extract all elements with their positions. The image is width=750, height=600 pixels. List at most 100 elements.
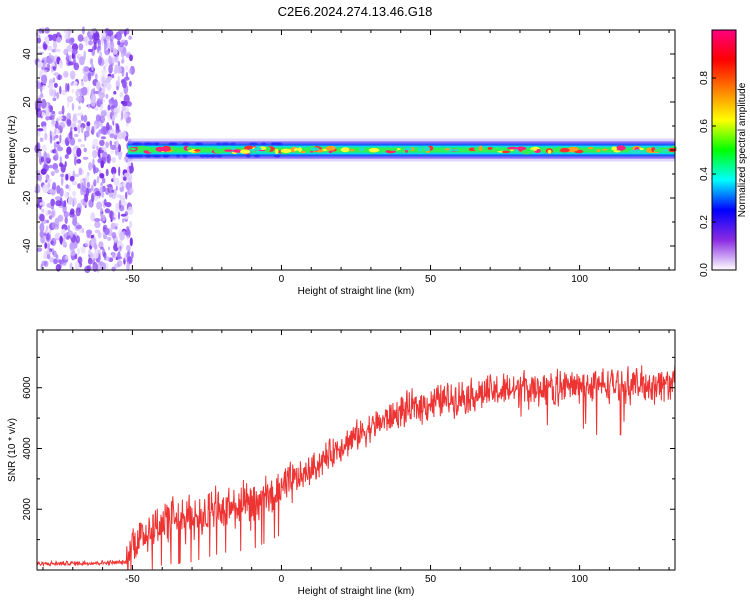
noise-speck	[83, 147, 87, 153]
signal-edge	[176, 154, 181, 158]
noise-speck	[99, 139, 105, 147]
noise-speck	[127, 206, 134, 216]
noise-speck	[106, 82, 112, 91]
noise-speck	[76, 158, 82, 164]
noise-speck	[39, 213, 45, 222]
noise-speck	[121, 50, 124, 58]
noise-speck	[53, 258, 58, 265]
signal-edge	[199, 154, 206, 158]
noise-speck	[128, 35, 132, 40]
noise-speck	[89, 58, 94, 65]
noise-speck	[117, 251, 121, 260]
noise-speck	[101, 177, 106, 184]
noise-speck	[53, 136, 56, 141]
noise-speck	[115, 80, 121, 89]
y-tick-label: 2000	[22, 498, 33, 521]
noise-speck	[66, 52, 69, 59]
noise-speck	[87, 72, 92, 82]
signal-blob	[444, 148, 450, 151]
y-tick-label: -20	[22, 190, 33, 205]
signal-edge	[271, 142, 276, 146]
noise-speck	[129, 237, 133, 247]
noise-speck	[125, 182, 131, 191]
noise-speck	[128, 256, 132, 263]
noise-speck	[128, 68, 133, 74]
noise-speck	[121, 66, 125, 77]
signal-blob	[368, 148, 380, 153]
noise-speck	[94, 106, 99, 111]
noise-speck	[71, 49, 78, 55]
noise-speck	[105, 94, 109, 99]
noise-speck	[38, 173, 42, 182]
spectrogram-y-label: Frequency (Hz)	[7, 116, 18, 185]
noise-speck	[76, 95, 83, 103]
noise-speck	[99, 115, 106, 124]
noise-speck	[82, 156, 89, 160]
noise-speck	[108, 64, 113, 74]
noise-speck	[51, 49, 57, 53]
spectrogram-noise-region	[34, 26, 135, 274]
noise-speck	[65, 184, 69, 190]
signal-blob	[478, 145, 483, 151]
noise-speck	[90, 212, 96, 222]
noise-speck	[111, 266, 116, 272]
y-tick-label: 20	[22, 96, 33, 108]
noise-speck	[45, 210, 49, 217]
noise-speck	[56, 144, 61, 149]
spectrogram-x-label: Height of straight line (km)	[298, 286, 415, 297]
noise-speck	[104, 227, 110, 236]
noise-speck	[102, 151, 106, 158]
noise-speck	[106, 256, 110, 262]
noise-speck	[125, 28, 130, 35]
signal-blob	[387, 147, 398, 151]
noise-speck	[79, 56, 85, 66]
noise-speck	[44, 242, 48, 249]
noise-speck	[69, 262, 73, 270]
noise-speck	[38, 97, 42, 102]
noise-speck	[83, 66, 89, 72]
noise-speck	[39, 202, 42, 206]
noise-speck	[85, 174, 90, 183]
noise-speck	[42, 144, 47, 152]
noise-speck	[81, 126, 84, 134]
snr-plot-area	[37, 330, 675, 570]
signal-blob	[653, 149, 663, 152]
noise-speck	[84, 239, 91, 247]
noise-speck	[91, 125, 95, 136]
noise-speck	[83, 50, 86, 61]
noise-speck	[77, 53, 83, 57]
signal-blob	[274, 148, 279, 155]
noise-speck	[51, 67, 54, 73]
noise-speck	[49, 82, 54, 90]
noise-speck	[111, 252, 115, 258]
signal-blob	[137, 145, 147, 151]
noise-speck	[72, 147, 76, 156]
noise-speck	[118, 200, 122, 209]
signal-blob	[297, 147, 302, 153]
noise-speck	[100, 125, 107, 135]
signal-blob	[596, 149, 601, 153]
noise-speck	[124, 111, 128, 120]
noise-speck	[110, 217, 116, 220]
noise-speck	[111, 55, 117, 64]
noise-speck	[61, 228, 66, 234]
noise-speck	[129, 80, 132, 87]
noise-speck	[120, 100, 126, 105]
colorbar-frame	[711, 29, 737, 271]
signal-blob	[310, 147, 320, 151]
noise-speck	[93, 164, 96, 175]
signal-blob	[575, 150, 583, 153]
noise-speck	[88, 40, 93, 46]
noise-speck	[94, 123, 97, 128]
signal-blob	[592, 147, 597, 153]
signal-blob	[613, 150, 621, 153]
noise-speck	[53, 72, 59, 76]
noise-speck	[72, 196, 77, 207]
noise-speck	[101, 69, 107, 75]
noise-speck	[119, 151, 123, 156]
noise-speck	[36, 61, 43, 68]
noise-speck	[109, 133, 115, 139]
noise-speck	[68, 37, 74, 46]
noise-speck	[101, 39, 104, 46]
noise-speck	[125, 231, 130, 237]
